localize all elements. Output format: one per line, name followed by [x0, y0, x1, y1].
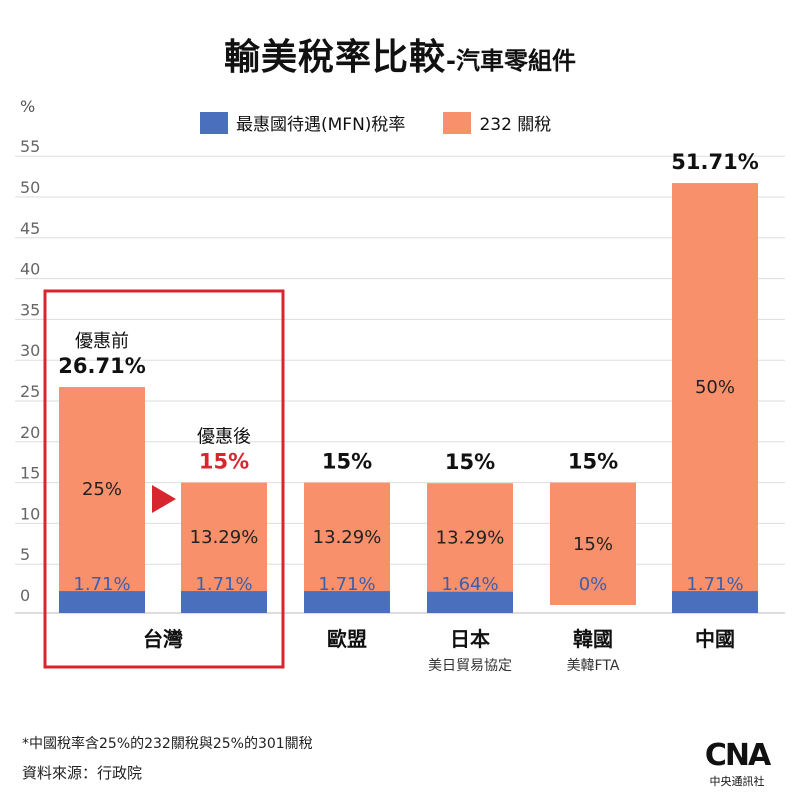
- source-note: 資料來源：行政院: [22, 764, 143, 782]
- bar-label-mfn: 1.71%: [73, 574, 130, 595]
- change-arrow-icon: [152, 485, 176, 513]
- bar-total-label: 51.71%: [671, 150, 758, 174]
- bar-label-mfn: 1.71%: [686, 574, 743, 595]
- bar-segment-232: [672, 183, 758, 592]
- bar-note-label: 優惠後: [197, 427, 251, 448]
- legend-swatch-232: [443, 111, 472, 134]
- highlight-box-taiwan: [43, 289, 285, 669]
- bar-segment-mfn: [181, 591, 267, 613]
- x-category-label: 歐盟: [327, 627, 367, 651]
- y-tick-label: 35: [20, 300, 40, 319]
- y-tick-label: 20: [20, 423, 40, 442]
- bar-segment-mfn: [427, 591, 513, 613]
- bar-note-label: 優惠前: [75, 331, 129, 352]
- bar-label-232: 15%: [573, 534, 613, 555]
- cna-logo-mark: CNA: [704, 738, 771, 773]
- bar-total-label: 15%: [199, 450, 249, 474]
- y-tick-label: 15: [20, 464, 40, 483]
- bar-total-label: 15%: [322, 450, 372, 474]
- x-category-label: 日本: [450, 627, 490, 651]
- y-tick-label: 0: [20, 586, 30, 605]
- bar-label-mfn: 1.71%: [318, 574, 375, 595]
- legend-swatch-mfn: [200, 111, 228, 134]
- y-tick-label: 30: [20, 341, 40, 360]
- bar-segment-232: [59, 387, 145, 592]
- cna-logo: CNA 中央通訊社: [702, 738, 772, 789]
- bar-segment-mfn: [59, 591, 145, 613]
- y-tick-label: 5: [20, 545, 30, 564]
- x-category-label: 台灣: [143, 627, 183, 651]
- legend: 最惠國待遇(MFN)稅率 232 關稅: [200, 110, 589, 135]
- bar-label-232: 13.29%: [313, 527, 382, 548]
- y-axis-unit: %: [20, 97, 36, 116]
- bar-label-232: 50%: [695, 377, 735, 398]
- legend-item-mfn: 最惠國待遇(MFN)稅率: [200, 110, 405, 135]
- legend-item-232: 232 關稅: [443, 110, 551, 135]
- bar-label-232: 13.29%: [190, 527, 259, 548]
- y-tick-label: 55: [20, 137, 40, 156]
- bar-label-232: 25%: [82, 479, 122, 500]
- cna-logo-text: 中央通訊社: [709, 775, 765, 788]
- footnote: *中國稅率含25%的232關稅與25%的301關稅: [22, 736, 313, 752]
- bar-label-mfn: 0%: [579, 574, 608, 595]
- bar-segment-232: [427, 483, 513, 592]
- bar-segment-mfn: [304, 591, 390, 613]
- y-tick-label: 10: [20, 504, 40, 523]
- bar-segment-232: [181, 482, 267, 592]
- bar-segment-232: [550, 482, 636, 605]
- bar-total-label: 26.71%: [58, 354, 145, 378]
- x-category-sublabel: 美韓FTA: [567, 658, 620, 674]
- x-category-sublabel: 美日貿易協定: [428, 658, 512, 674]
- x-category-label: 中國: [695, 627, 735, 651]
- bar-label-mfn: 1.64%: [441, 574, 498, 595]
- bar-label-232: 13.29%: [436, 527, 505, 548]
- chart-title: 輸美稅率比較-汽車零組件: [0, 28, 800, 80]
- bar-total-label: 15%: [568, 450, 618, 474]
- y-tick-label: 25: [20, 382, 40, 401]
- y-tick-label: 45: [20, 219, 40, 238]
- bar-segment-mfn: [672, 591, 758, 613]
- chart-title-main: 輸美稅率比較: [224, 37, 447, 78]
- y-tick-label: 40: [20, 260, 40, 279]
- legend-label-mfn: 最惠國待遇(MFN)稅率: [236, 115, 406, 135]
- chart-title-sub: -汽車零組件: [446, 47, 576, 75]
- bar-segment-232: [304, 482, 390, 592]
- x-category-label: 韓國: [573, 627, 613, 651]
- bar-total-label: 15%: [445, 450, 495, 474]
- bar-label-mfn: 1.71%: [195, 574, 252, 595]
- legend-label-232: 232 關稅: [479, 115, 552, 135]
- y-tick-label: 50: [20, 178, 40, 197]
